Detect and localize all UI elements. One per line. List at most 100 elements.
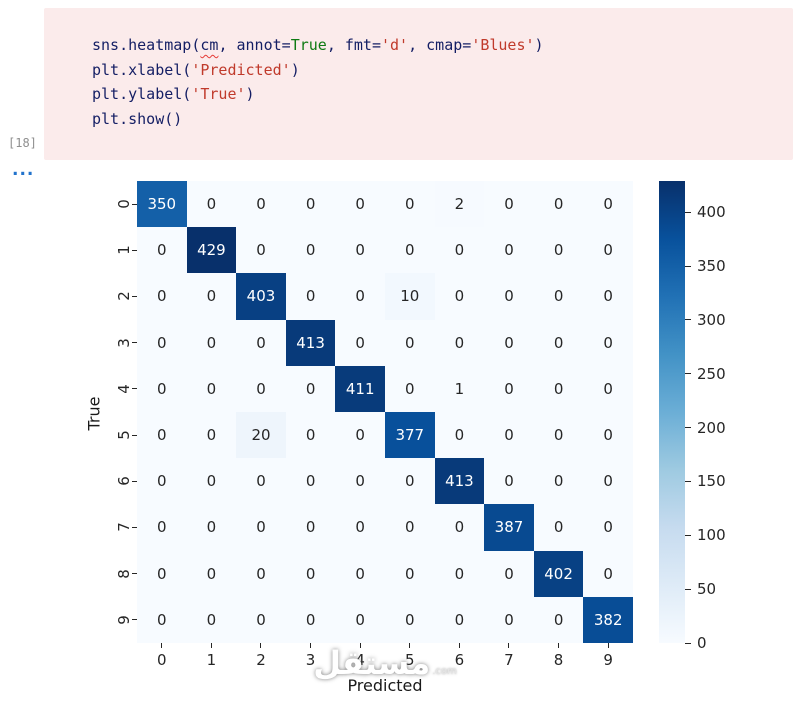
y-tick: 2 [104, 273, 137, 319]
heatmap-cell: 0 [285, 596, 336, 643]
heatmap-cell: 0 [137, 365, 187, 412]
heatmap-cell: 0 [335, 458, 385, 505]
y-tick-mark [132, 480, 137, 482]
heatmap-cell: 429 [186, 227, 237, 274]
colorbar-tick-label: 100 [697, 526, 726, 545]
colorbar-tick-label: 150 [697, 472, 726, 491]
x-tick: 8 [534, 643, 584, 669]
heatmap-cell: 0 [335, 227, 385, 274]
x-tick: 2 [236, 643, 286, 669]
colorbar-tick-label: 0 [697, 634, 707, 652]
heatmap-cell: 0 [583, 412, 633, 459]
y-tick-mark [132, 388, 137, 390]
heatmap-cell: 0 [434, 273, 485, 320]
colorbar-tick-mark [685, 642, 691, 644]
x-tick-label: 1 [206, 651, 217, 669]
heatmap-cell: 0 [583, 319, 633, 366]
heatmap-grid: 350 0 0 0 0 0 2 0 0 0 0 429 0 0 0 0 0 0 0 0 0 0 403 0 0 10 0 0 0 0 0 0 0… [137, 181, 633, 643]
x-tick-mark [508, 643, 510, 648]
y-tick-label: 3 [115, 337, 134, 348]
code-line: plt.show() [92, 109, 183, 128]
code-cell[interactable]: sns.heatmap(cm, annot=True, fmt='d', cma… [44, 8, 793, 160]
x-tick-label: 2 [256, 651, 266, 669]
heatmap-cell: 413 [285, 319, 336, 366]
heatmap-cell: 0 [236, 550, 286, 597]
heatmap-cell: 0 [583, 273, 633, 320]
y-tick: 3 [104, 320, 137, 366]
x-tick: 9 [583, 643, 633, 669]
x-tick-label: 7 [504, 651, 514, 669]
heatmap-cell: 413 [434, 458, 485, 505]
colorbar-tick-label: 250 [697, 364, 726, 383]
y-tick-mark [132, 619, 137, 621]
heatmap-cell: 0 [384, 458, 435, 505]
heatmap-cell: 0 [285, 365, 336, 412]
heatmap-cell: 0 [236, 504, 286, 551]
colorbar-tick-label: 350 [697, 257, 726, 276]
colorbar-tick-mark [685, 319, 691, 321]
x-tick-mark [310, 643, 312, 648]
heatmap-cell: 0 [434, 550, 485, 597]
x-tick-mark [161, 643, 163, 648]
y-tick: 6 [104, 458, 137, 504]
heatmap-cell: 0 [285, 181, 336, 228]
heatmap-cell: 0 [236, 319, 286, 366]
y-tick: 4 [104, 366, 137, 412]
heatmap-cell: 0 [384, 365, 435, 412]
heatmap-cell: 0 [533, 273, 584, 320]
code-editor[interactable]: sns.heatmap(cm, annot=True, fmt='d', cma… [44, 8, 793, 131]
y-tick-label: 7 [115, 522, 134, 533]
heatmap-cell: 382 [583, 596, 633, 643]
y-tick-label: 1 [115, 245, 134, 256]
heatmap-cell: 0 [533, 596, 584, 643]
x-tick-label: 4 [355, 651, 365, 669]
y-axis-label: True [84, 396, 104, 431]
heatmap-cell: 402 [533, 550, 584, 597]
y-tick: 5 [104, 412, 137, 458]
y-tick-label: 8 [115, 568, 134, 579]
heatmap-cell: 0 [583, 365, 633, 412]
heatmap-cell: 0 [285, 458, 336, 505]
heatmap-cell: 377 [384, 412, 435, 459]
heatmap-cell: 0 [533, 412, 584, 459]
heatmap-cell: 1 [434, 365, 485, 412]
heatmap-cell: 0 [236, 227, 286, 274]
heatmap-cell: 0 [186, 181, 237, 228]
heatmap-cell: 0 [384, 504, 435, 551]
heatmap-cell: 0 [137, 273, 187, 320]
heatmap-cell: 0 [484, 273, 534, 320]
watermark: مستقل .com [295, 644, 475, 682]
y-tick-mark [132, 526, 137, 528]
heatmap-cell: 0 [186, 550, 237, 597]
heatmap-cell: 0 [484, 227, 534, 274]
x-tick-label: 6 [454, 651, 465, 669]
y-tick-mark [132, 203, 137, 205]
heatmap-cell: 0 [186, 319, 237, 366]
heatmap-cell: 0 [533, 458, 584, 505]
x-tick-label: 9 [603, 651, 613, 669]
x-tick-label: 0 [157, 651, 167, 669]
heatmap-cell: 10 [384, 273, 435, 320]
heatmap-cell: 0 [186, 365, 237, 412]
y-tick: 9 [104, 597, 137, 643]
colorbar [659, 181, 685, 643]
heatmap-cell: 0 [533, 181, 584, 228]
heatmap-cell: 0 [285, 227, 336, 274]
heatmap-cell: 0 [285, 273, 336, 320]
colorbar-tick-mark [685, 427, 691, 429]
heatmap-cell: 0 [335, 319, 385, 366]
y-tick-mark [132, 249, 137, 251]
heatmap-cell: 0 [484, 365, 534, 412]
y-tick-label: 0 [115, 199, 134, 209]
heatmap-cell: 2 [434, 181, 485, 228]
colorbar-tick-mark [685, 265, 691, 267]
heatmap-cell: 387 [484, 504, 534, 551]
heatmap-cell: 0 [137, 596, 187, 643]
heatmap-cell: 20 [236, 412, 286, 459]
heatmap-cell: 0 [335, 596, 385, 643]
output-collapse-indicator[interactable]: ... [12, 160, 35, 180]
x-tick-label: 3 [305, 651, 316, 669]
heatmap-cell: 0 [484, 596, 534, 643]
heatmap-cell: 0 [335, 412, 385, 459]
y-tick: 0 [104, 181, 137, 227]
